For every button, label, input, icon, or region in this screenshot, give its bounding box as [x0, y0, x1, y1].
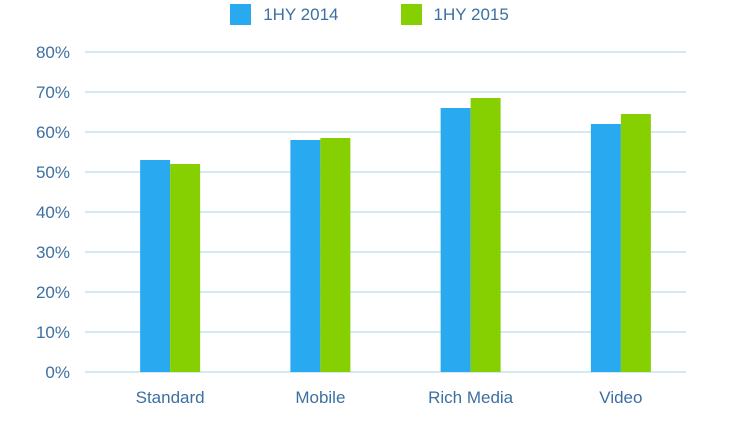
bar [170, 164, 201, 372]
y-tick-label: 10% [36, 323, 70, 342]
y-tick-label: 50% [36, 163, 70, 182]
legend-label-2015: 1HY 2015 [433, 4, 509, 24]
bar [470, 98, 501, 372]
bar [440, 108, 471, 372]
x-category-label: Standard [136, 388, 205, 407]
bar [140, 160, 171, 372]
y-tick-label: 60% [36, 123, 70, 142]
bar [290, 140, 321, 372]
legend-label-2014: 1HY 2014 [263, 4, 339, 24]
y-tick-label: 80% [36, 43, 70, 62]
y-tick-label: 20% [36, 283, 70, 302]
legend-swatch-2014 [230, 4, 252, 25]
x-category-label: Mobile [295, 388, 345, 407]
x-category-label: Rich Media [428, 388, 514, 407]
y-tick-label: 30% [36, 243, 70, 262]
x-category-label: Video [599, 388, 642, 407]
y-tick-label: 40% [36, 203, 70, 222]
bar [620, 114, 651, 372]
chart-legend: 1HY 2014 1HY 2015 [0, 4, 739, 25]
legend-item-2015: 1HY 2015 [400, 4, 509, 25]
y-tick-label: 70% [36, 83, 70, 102]
bar [590, 124, 621, 372]
bar [320, 138, 351, 372]
y-tick-label: 0% [45, 363, 70, 382]
legend-item-2014: 1HY 2014 [230, 4, 339, 25]
legend-swatch-2015 [400, 4, 422, 25]
